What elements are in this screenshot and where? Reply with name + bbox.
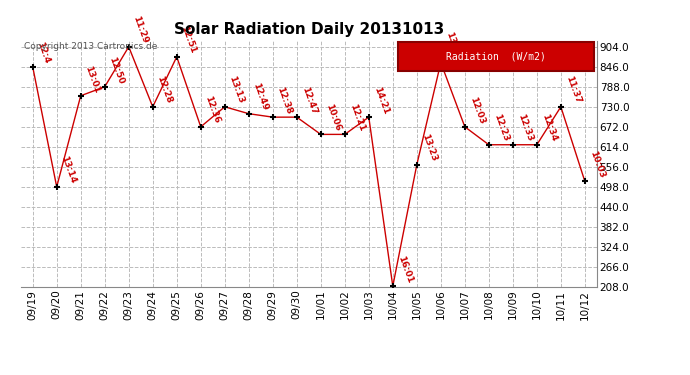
Text: 11:29: 11:29 [132,15,150,45]
Text: 12:38: 12:38 [275,86,294,116]
Text: 13:01: 13:01 [83,64,102,94]
Text: 13:23: 13:23 [420,133,438,163]
FancyBboxPatch shape [398,42,594,71]
Text: 12:21: 12:21 [348,103,366,133]
Text: 12:23: 12:23 [492,113,510,143]
Text: 12:36: 12:36 [204,95,222,125]
Text: 12:28: 12:28 [156,75,174,105]
Text: 12:34: 12:34 [540,113,558,143]
Text: 11:37: 11:37 [564,75,582,105]
Text: 13:13: 13:13 [228,75,246,105]
Text: 12:49: 12:49 [252,82,270,112]
Text: 13:14: 13:14 [59,155,78,185]
Text: 12:4: 12:4 [36,41,52,65]
Text: 12:50: 12:50 [108,55,126,85]
Text: 13:46: 13:46 [444,31,462,61]
Text: Radiation  (W/m2): Radiation (W/m2) [446,52,546,62]
Text: 12:03: 12:03 [468,95,486,125]
Text: 10:06: 10:06 [324,103,342,133]
Text: Copyright 2013 Cartronics.de: Copyright 2013 Cartronics.de [23,42,157,51]
Text: 16:01: 16:01 [395,255,414,285]
Text: 12:51: 12:51 [179,25,198,55]
Text: 10:03: 10:03 [588,150,606,180]
Text: 14:21: 14:21 [372,86,390,116]
Text: 12:47: 12:47 [299,85,318,116]
Title: Solar Radiation Daily 20131013: Solar Radiation Daily 20131013 [174,22,444,37]
Text: 12:33: 12:33 [515,113,534,143]
